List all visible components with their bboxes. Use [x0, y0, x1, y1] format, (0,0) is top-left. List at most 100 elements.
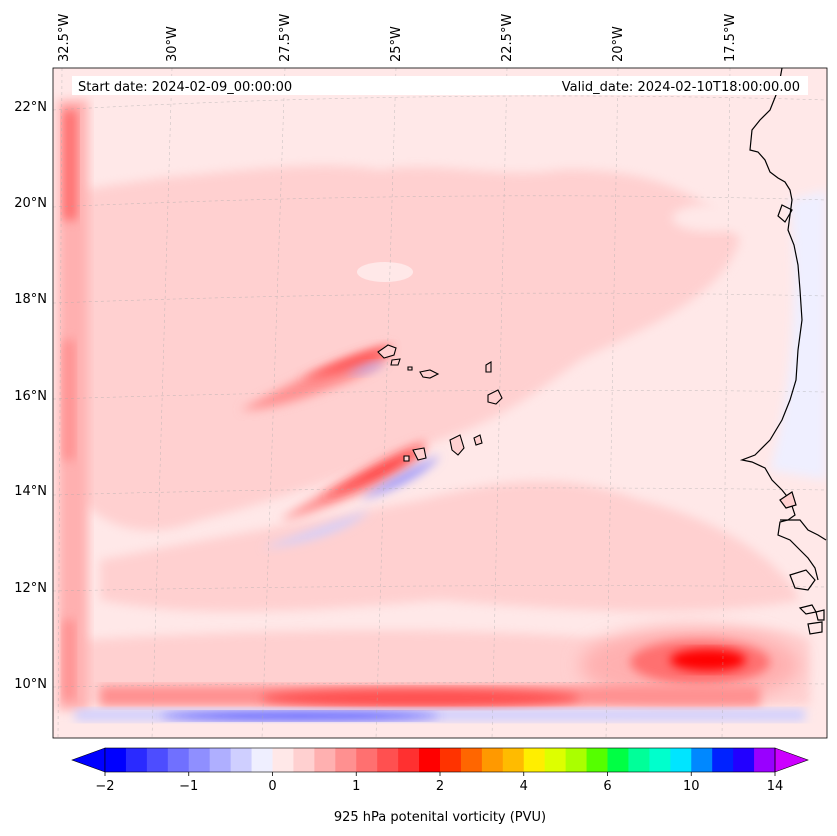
colorbar-cell — [335, 748, 357, 772]
map-panel: Start date: 2024-02-09_00:00:00 Valid_da… — [53, 68, 827, 738]
colorbar-tick-label: −1 — [179, 779, 198, 794]
lon-label: 22.5°W — [500, 14, 515, 62]
colorbar-cell — [105, 748, 127, 772]
lon-label: 20°W — [611, 26, 626, 62]
lon-label: 27.5°W — [278, 14, 293, 62]
lat-label: 12°N — [14, 581, 47, 596]
colorbar-cell — [544, 748, 567, 772]
lat-label: 16°N — [14, 389, 47, 404]
colorbar-cell — [649, 748, 671, 772]
pv-wake-south — [280, 440, 426, 520]
colorbar-tick-label: 6 — [603, 779, 611, 794]
pv-region-main — [80, 165, 740, 531]
colorbar-cell — [419, 748, 441, 772]
colorbar-cell — [691, 748, 713, 772]
colorbar-cell — [293, 748, 315, 772]
pv-contours — [58, 100, 826, 721]
lat-label: 22°N — [14, 100, 47, 115]
colorbar-cell — [460, 748, 483, 772]
pv-wake-north-core — [300, 346, 392, 380]
colorbar-cell — [230, 748, 253, 772]
island-santo-antao — [377, 344, 397, 359]
colorbar-tick-label: 14 — [767, 779, 784, 794]
colorbar-cell — [523, 748, 546, 772]
colorbar-tick-label: 0 — [268, 779, 276, 794]
lon-label: 30°W — [165, 26, 180, 62]
colorbar-cell — [356, 748, 378, 772]
colorbar-cell — [607, 748, 629, 772]
lat-label: 20°N — [14, 196, 47, 211]
island-fogo — [412, 447, 427, 461]
pv-region-south — [100, 481, 800, 612]
pv-wake-south-core — [320, 448, 420, 500]
coastline — [739, 68, 827, 635]
pv-negative-strip-core — [160, 712, 440, 720]
header-bar — [72, 76, 808, 95]
island-sal — [485, 361, 492, 373]
island-sao-nicolau — [419, 369, 440, 379]
colorbar-cells — [105, 748, 776, 772]
colorbar-tick-label: 2 — [436, 779, 444, 794]
colorbar-cell — [377, 748, 399, 772]
island-boa-vista — [487, 389, 503, 405]
colorbar-tick-label: 4 — [520, 779, 528, 794]
colorbar-cell — [733, 748, 755, 772]
colorbar-cell — [481, 748, 504, 772]
colorbar-cell — [167, 748, 190, 772]
lon-label: 25°W — [389, 26, 404, 62]
lat-label: 10°N — [14, 677, 47, 692]
pv-wake-south-negative-tail — [262, 510, 370, 548]
pv-south-band-core — [260, 689, 580, 707]
pv-east-negative — [770, 190, 826, 480]
island-santiago — [449, 434, 465, 456]
pv-white-patch-2 — [672, 204, 752, 232]
lat-label: 18°N — [14, 292, 47, 307]
pv-edge-core-north — [63, 110, 77, 220]
pv-edge-core-mid — [63, 340, 75, 460]
colorbar-cell — [272, 748, 294, 772]
colorbar-cell — [188, 748, 211, 772]
colorbar-cell — [125, 748, 148, 772]
colorbar-label: 925 hPa potenital vorticity (PVU) — [334, 810, 546, 825]
lon-label: 32.5°W — [57, 14, 72, 62]
map-frame — [52, 67, 828, 739]
colorbar-cell — [398, 748, 420, 772]
colorbar-tick-label: −2 — [95, 779, 114, 794]
colorbar-cell — [314, 748, 336, 772]
colorbar: −2 −1 0 1 2 4 6 10 14 925 hPa potenital vorticit… — [71, 747, 809, 825]
colorbar-cell — [502, 748, 525, 772]
island-brava — [403, 455, 410, 462]
colorbar-cell — [754, 748, 776, 772]
island-maio — [473, 434, 483, 446]
pv-white-patch-1 — [357, 262, 413, 282]
pv-wake-south-negative — [360, 455, 440, 500]
island-santa-luzia — [407, 366, 413, 371]
colorbar-extend-high — [774, 747, 809, 773]
longitude-labels: 32.5°W 30°W 27.5°W 25°W 22.5°W 20°W 17.5… — [57, 14, 738, 62]
colorbar-cell — [440, 748, 462, 772]
pv-wake-north-negative — [345, 362, 385, 375]
valid-date-label: Valid_date: 2024-02-10T18:00:00.00 — [562, 80, 800, 95]
colorbar-cell — [628, 748, 650, 772]
colorbar-cell — [565, 748, 588, 772]
colorbar-tick-label: 1 — [352, 779, 360, 794]
latitude-labels: 22°N 20°N 18°N 16°N 14°N 12°N 10°N — [14, 100, 47, 692]
colorbar-cell — [209, 748, 232, 772]
island-sao-vicente — [390, 358, 401, 366]
colorbar-cell — [586, 748, 608, 772]
lon-label: 17.5°W — [723, 14, 738, 62]
pv-max-se-core — [670, 649, 746, 671]
colorbar-cell — [146, 748, 169, 772]
graticule — [53, 68, 827, 738]
colorbar-tick-label: 10 — [683, 779, 700, 794]
cape-verde-islands — [377, 344, 503, 462]
colorbar-cell — [712, 748, 734, 772]
start-date-label: Start date: 2024-02-09_00:00:00 — [78, 80, 292, 95]
colorbar-cell — [251, 748, 273, 772]
colorbar-ticks: −2 −1 0 1 2 4 6 10 14 — [95, 772, 783, 794]
colorbar-cell — [670, 748, 692, 772]
pv-edge-core-south — [63, 620, 75, 700]
colorbar-extend-low — [71, 747, 106, 773]
lat-label: 14°N — [14, 484, 47, 499]
